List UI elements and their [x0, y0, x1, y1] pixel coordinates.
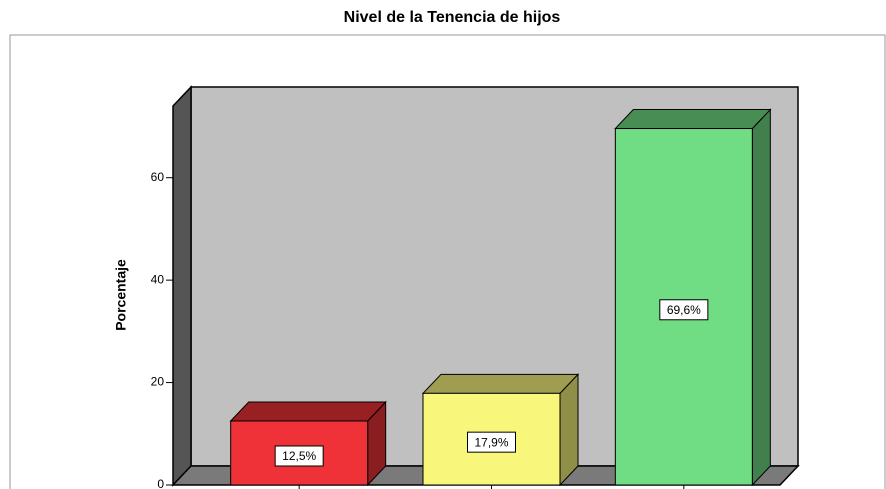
value-label-box — [659, 299, 709, 321]
y-tick-label: 60 — [151, 170, 165, 184]
chart-title: Nivel de la Tenencia de hijos — [344, 9, 561, 26]
bar-top — [614, 109, 772, 130]
bar-top — [421, 373, 580, 394]
bar-top — [229, 401, 387, 422]
plot-area: 0 20 40 60 12,5% 17,9% 69,6% — [151, 85, 800, 489]
y-tick-label: 20 — [151, 375, 165, 389]
value-label: 17,9% — [474, 435, 508, 449]
value-label: 69,6% — [667, 303, 701, 317]
y-tick-label: 0 — [157, 477, 164, 489]
value-label-box — [274, 445, 324, 467]
side-wall — [172, 85, 192, 487]
y-axis-label: Porcentaje — [113, 259, 129, 331]
value-label-box — [467, 431, 516, 453]
y-tick-label: 40 — [151, 272, 165, 286]
value-label: 12,5% — [282, 449, 316, 463]
bar-side — [751, 108, 771, 487]
